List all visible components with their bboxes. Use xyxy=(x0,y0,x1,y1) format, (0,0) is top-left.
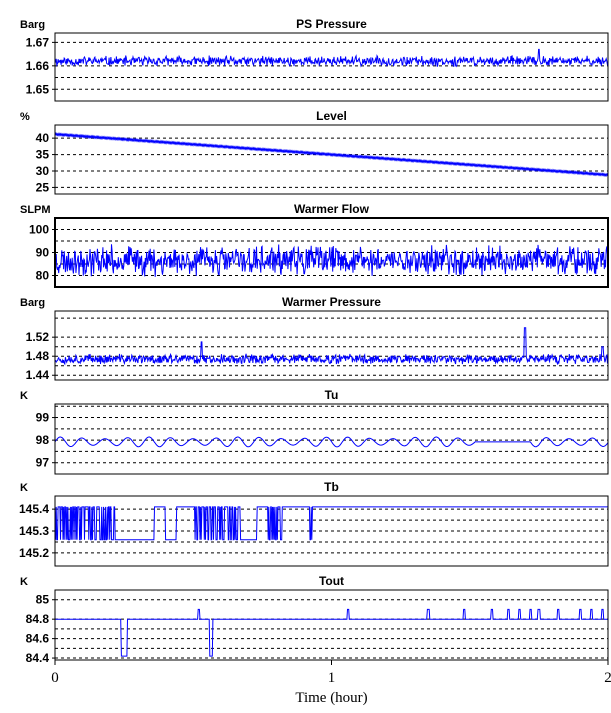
panel-frame xyxy=(54,589,609,661)
x-tick-label: 2 xyxy=(604,670,611,686)
series-line xyxy=(54,327,609,366)
series-line xyxy=(55,608,608,657)
panel-frame xyxy=(54,217,609,288)
panel-unit: K xyxy=(20,482,28,494)
panel-title: Level xyxy=(316,109,347,123)
y-tick-label: 40 xyxy=(36,131,50,145)
panel-title: Warmer Pressure xyxy=(282,295,381,309)
y-tick-label: 80 xyxy=(36,269,50,283)
panel-unit: Barg xyxy=(20,297,45,309)
series-line xyxy=(54,244,609,277)
y-tick-label: 145.4 xyxy=(19,502,49,516)
panel-frame xyxy=(54,32,609,102)
y-tick-label: 1.66 xyxy=(26,59,50,73)
panel-title: Tu xyxy=(325,388,339,402)
y-tick-label: 1.65 xyxy=(26,82,50,96)
panel-unit: SLPM xyxy=(20,204,51,216)
x-tick-label: 0 xyxy=(51,670,59,686)
y-tick-label: 84.6 xyxy=(26,632,50,646)
panel-frame xyxy=(54,495,609,567)
panel-frame xyxy=(54,124,609,195)
y-tick-label: 98 xyxy=(36,433,50,447)
y-tick-label: 1.52 xyxy=(26,330,50,344)
y-tick-label: 85 xyxy=(36,593,50,607)
panel-title: Tb xyxy=(324,480,339,494)
panel-unit: K xyxy=(20,390,28,402)
panel-title: Warmer Flow xyxy=(294,202,370,216)
panel-frame xyxy=(54,310,609,381)
y-tick-label: 1.48 xyxy=(26,349,50,363)
y-tick-label: 35 xyxy=(36,148,50,162)
series-line xyxy=(54,48,609,68)
y-tick-label: 1.67 xyxy=(26,35,50,49)
panel-title: PS Pressure xyxy=(296,17,367,31)
panel-frame xyxy=(54,403,609,475)
y-tick-label: 145.2 xyxy=(19,546,49,560)
series-line xyxy=(54,436,609,448)
y-tick-label: 84.4 xyxy=(26,651,50,665)
series-line xyxy=(54,506,608,541)
y-tick-label: 1.44 xyxy=(26,368,50,382)
y-tick-label: 97 xyxy=(36,456,50,470)
panel-title: Tout xyxy=(319,574,344,588)
panel-unit: Barg xyxy=(20,19,45,31)
y-tick-label: 145.3 xyxy=(19,524,49,538)
y-tick-label: 30 xyxy=(36,164,50,178)
x-axis-label: Time (hour) xyxy=(295,690,367,706)
y-tick-label: 90 xyxy=(36,246,50,260)
panel-unit: % xyxy=(20,111,30,123)
y-tick-label: 99 xyxy=(36,411,50,425)
series-line xyxy=(54,131,609,178)
y-tick-label: 25 xyxy=(36,180,50,194)
x-tick-label: 1 xyxy=(328,670,336,686)
panel-unit: K xyxy=(20,576,28,588)
y-tick-label: 100 xyxy=(29,223,49,237)
y-tick-label: 84.8 xyxy=(26,612,50,626)
